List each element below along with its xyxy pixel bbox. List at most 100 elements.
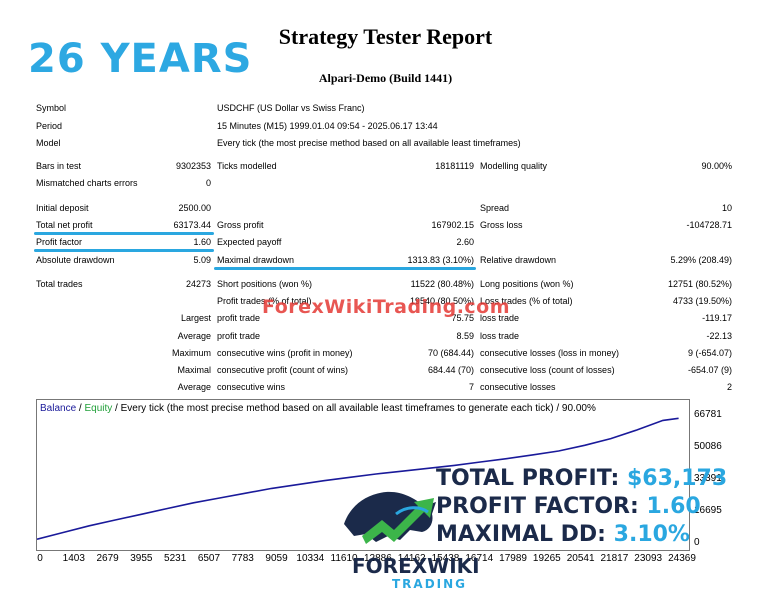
symbol-label: Symbol (36, 103, 67, 113)
y-tick-label: 0 (694, 537, 700, 548)
acl-label: consecutive losses (480, 382, 556, 392)
ll-label: loss trade (480, 313, 520, 323)
grossprofit-value: 167902.15 (431, 220, 474, 230)
quality-label: Modelling quality (480, 161, 548, 171)
x-tick-label: 15438 (431, 553, 460, 564)
x-tick-label: 11610 (330, 553, 358, 564)
maxdd-label: Maximal drawdown (217, 255, 295, 265)
ptrades-label: Profit trades (% of total) (217, 296, 312, 306)
overlay-dd-label: MAXIMAL DD: (436, 522, 606, 547)
period-value: 15 Minutes (M15) 1999.01.04 09:54 - 2025… (217, 121, 438, 131)
overlay-pf-value: 1.60 (646, 494, 701, 519)
overlay-maximal-dd: MAXIMAL DD: 3.10% (436, 522, 690, 547)
watermark-text: ForexWikiTrading.com (262, 296, 511, 318)
logo-line1: FOREXWIKI (352, 554, 480, 578)
model-label: Model (36, 138, 61, 148)
bull-bear-logo-icon (344, 491, 436, 544)
x-tick-label: 14162 (397, 553, 426, 564)
ltrades-value: 4733 (19.50%) (672, 296, 732, 306)
mcl-label: consecutive losses (loss in money) (480, 348, 620, 358)
legend-balance: Balance (40, 403, 77, 414)
netprofit-value: 63173.44 (173, 220, 211, 230)
highlight-underline (34, 249, 214, 252)
payoff-value: 2.60 (456, 237, 474, 247)
reldd-label: Relative drawdown (480, 255, 557, 265)
x-tick-label: 9059 (265, 553, 288, 564)
period-label: Period (36, 121, 63, 131)
average-label: Average (177, 331, 211, 341)
ap-label: profit trade (217, 331, 261, 341)
acw-value: 7 (468, 382, 474, 392)
mclc-value: -654.07 (9) (687, 365, 732, 375)
x-tick-label: 5231 (164, 553, 187, 564)
maximal-label: Maximal (177, 365, 211, 375)
logo-line2: TRADING (392, 577, 468, 591)
bars-label: Bars in test (36, 161, 82, 171)
lp-value: 75.75 (451, 313, 474, 323)
acw-label: consecutive wins (217, 382, 286, 392)
ltrades-label: Loss trades (% of total) (480, 296, 573, 306)
reldd-value: 5.29% (208.49) (670, 255, 732, 265)
overlay-dd-value: 3.10% (613, 522, 690, 547)
deposit-label: Initial deposit (36, 203, 89, 213)
balance-chart-svg (37, 417, 679, 540)
highlight-underline (34, 232, 214, 235)
average2-label: Average (177, 382, 211, 392)
years-badge: 26 YEARS (28, 36, 253, 82)
mcw-value: 70 (684.44) (427, 348, 474, 358)
report-title: Strategy Tester Report (278, 24, 493, 49)
x-tick-label: 1403 (62, 553, 85, 564)
x-tick-label: 2679 (96, 553, 119, 564)
bars-value: 9302353 (175, 161, 211, 171)
ticks-label: Ticks modelled (217, 161, 277, 171)
mclc-label: consecutive loss (count of losses) (480, 365, 615, 375)
overlay-profit-label: TOTAL PROFIT: (436, 466, 620, 491)
spread-label: Spread (480, 203, 510, 213)
report-subtitle: Alpari-Demo (Build 1441) (318, 71, 453, 85)
mismatch-label: Mismatched charts errors (36, 178, 138, 188)
highlight-underline (214, 267, 476, 270)
balance-series-line (37, 417, 679, 540)
al-label: loss trade (480, 331, 520, 341)
mcw-label: consecutive wins (profit in money) (217, 348, 353, 358)
deposit-value: 2500.00 (178, 203, 211, 213)
x-tick-label: 0 (37, 553, 43, 564)
x-tick-label: 16714 (465, 553, 494, 564)
al-value: -22.13 (706, 331, 732, 341)
long-label: Long positions (won %) (480, 279, 574, 289)
x-tick-label: 10334 (296, 553, 325, 564)
ptrades-value: 19540 (80.50%) (409, 296, 474, 306)
x-tick-label: 21817 (600, 553, 629, 564)
spread-value: 10 (721, 203, 732, 213)
netprofit-label: Total net profit (36, 220, 93, 230)
absdd-label: Absolute drawdown (36, 255, 115, 265)
chart-legend: Balance / Equity / Every tick (the most … (40, 403, 596, 414)
pf-label: Profit factor (36, 237, 83, 247)
grossloss-value: -104728.71 (686, 220, 732, 230)
y-tick-label: 66781 (694, 409, 722, 420)
short-value: 11522 (80.48%) (410, 279, 474, 289)
ap-value: 8.59 (456, 331, 474, 341)
x-tick-label: 7783 (231, 553, 254, 564)
long-value: 12751 (80.52%) (667, 279, 732, 289)
grossprofit-label: Gross profit (217, 220, 264, 230)
y-tick-label: 16695 (694, 505, 722, 516)
x-tick-label: 20541 (566, 553, 595, 564)
maxdd-value: 1313.83 (3.10%) (407, 255, 474, 265)
quality-value: 90.00% (701, 161, 732, 171)
legend-equity: Equity (84, 403, 113, 414)
mcl-value: 9 (-654.07) (687, 348, 732, 358)
x-tick-label: 12886 (363, 553, 392, 564)
overlay-profit-factor: PROFIT FACTOR: 1.60 (436, 494, 701, 519)
overlay-pf-label: PROFIT FACTOR: (436, 494, 639, 519)
x-tick-label: 19265 (532, 553, 561, 564)
acl-value: 2 (726, 382, 732, 392)
ticks-value: 18181119 (435, 161, 474, 171)
y-tick-label: 50086 (694, 440, 722, 452)
x-tick-label: 23093 (634, 553, 663, 564)
mcp-value: 684.44 (70) (427, 365, 474, 375)
model-value: Every tick (the most precise method base… (217, 138, 521, 148)
x-tick-label: 6507 (197, 553, 221, 564)
legend-separator: / (76, 403, 85, 414)
trades-value: 24273 (185, 279, 211, 289)
